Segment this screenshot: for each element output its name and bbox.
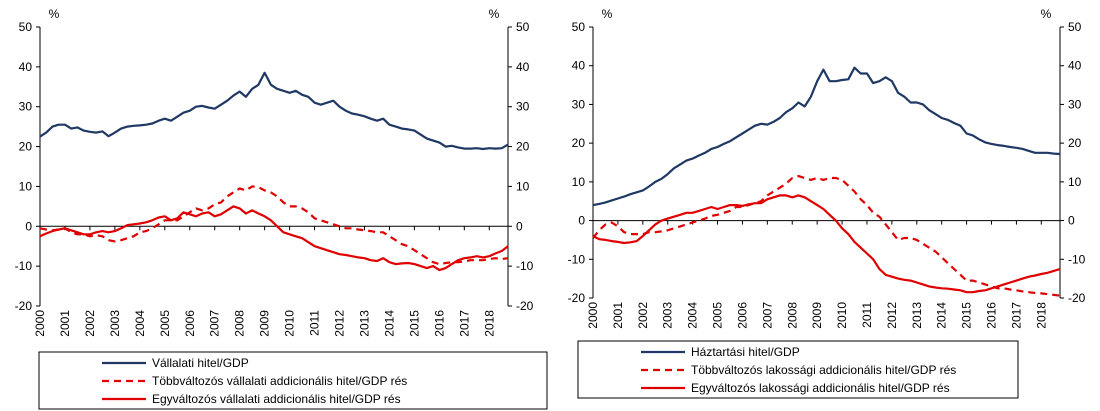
x-tick-label: 2010 [283, 310, 297, 337]
x-tick-label: 2012 [333, 310, 347, 337]
y-tick-label-left: 0 [578, 214, 585, 228]
y-tick-label-left: 20 [572, 136, 586, 150]
unit-label-left: % [602, 7, 613, 21]
y-tick-label-left: -10 [568, 252, 586, 266]
y-tick-label-right: 10 [1068, 175, 1082, 189]
chart-household: -20 -20 -10 -10 0 0 10 10 20 20 30 30 40 40 50 50% % 2000… [568, 7, 1086, 399]
x-tick-label: 2003 [108, 310, 122, 337]
x-tick-label: 2018 [1034, 302, 1048, 329]
x-tick-label: 2000 [33, 310, 47, 337]
y-tick-label-right: 20 [516, 140, 530, 154]
x-tick-label: 2012 [885, 302, 899, 329]
y-tick-label-right: 40 [1068, 59, 1082, 73]
series-line-1 [592, 66, 1061, 207]
x-tick-label: 2016 [985, 302, 999, 329]
x-tick-label: 2005 [158, 310, 172, 337]
series-line-1 [39, 71, 509, 151]
x-tick-label: 2007 [208, 310, 222, 337]
legend-label-1: Vállalati hitel/GDP [152, 356, 249, 370]
y-tick-label-right: 50 [516, 20, 530, 34]
unit-label-right: % [1041, 7, 1052, 21]
y-tick-label-left: 40 [19, 60, 33, 74]
x-tick-label: 2014 [382, 310, 396, 337]
x-tick-label: 2013 [910, 302, 924, 329]
y-tick-label-left: 30 [572, 97, 586, 111]
y-tick-label-right: 50 [1068, 20, 1082, 34]
y-tick-label-right: 0 [516, 219, 523, 233]
x-tick-label: 2008 [233, 310, 247, 337]
y-tick-label-left: -10 [15, 259, 33, 273]
y-tick-label-left: 50 [572, 20, 586, 34]
x-tick-label: 2009 [810, 302, 824, 329]
y-tick-label-right: -20 [516, 299, 534, 313]
x-tick-label: 2016 [432, 310, 446, 337]
x-tick-label: 2001 [58, 310, 72, 337]
y-tick-label-left: 0 [25, 219, 32, 233]
x-tick-label: 2017 [1009, 302, 1023, 329]
x-tick-label: 2005 [711, 302, 725, 329]
chart-corporate: -20 -20 -10 -10 0 0 10 10 20 20 30 30 40 40 50 50% % 2000… [15, 7, 548, 410]
series-line-2 [39, 185, 509, 266]
legend-label-2: Többváltozós lakossági addicionális hite… [691, 363, 956, 377]
x-tick-label: 2002 [636, 302, 650, 329]
x-tick-label: 2015 [407, 310, 421, 337]
y-tick-label-left: 20 [19, 140, 33, 154]
y-tick-label-right: 30 [516, 100, 530, 114]
y-tick-label-left: -20 [15, 299, 33, 313]
legend: Háztartási hitel/GDP Többváltozós lakossá… [577, 340, 1019, 399]
x-tick-label: 2011 [308, 310, 322, 336]
x-tick-label: 2008 [785, 302, 799, 329]
y-tick-label-left: 10 [572, 175, 586, 189]
series-line-2 [592, 175, 1061, 297]
x-tick-label: 2003 [661, 302, 675, 329]
x-tick-label: 2004 [686, 302, 700, 329]
y-tick-label-right: 0 [1068, 214, 1075, 228]
x-tick-label: 2000 [586, 302, 600, 329]
x-tick-label: 2014 [935, 302, 949, 329]
series-line-3 [39, 205, 509, 272]
y-tick-label-right: 40 [516, 60, 530, 74]
y-tick-label-left: 50 [19, 20, 33, 34]
y-tick-label-right: 30 [1068, 97, 1082, 111]
legend-label-2: Többváltozós vállalati addicionális hite… [152, 374, 407, 388]
x-tick-label: 2013 [357, 310, 371, 337]
y-tick-label-left: 10 [19, 179, 33, 193]
legend-label-3: Egyváltozós lakossági addicionális hitel… [691, 381, 950, 395]
unit-label-left: % [49, 7, 60, 21]
legend-label-3: Egyváltozós vállalati addicionális hitel… [152, 392, 401, 406]
legend: Vállalati hitel/GDP Többváltozós vállalat… [38, 351, 548, 410]
y-tick-label-right: 20 [1068, 136, 1082, 150]
x-tick-label: 2006 [183, 310, 197, 337]
series-line-3 [592, 194, 1061, 294]
x-tick-label: 2002 [83, 310, 97, 337]
x-tick-label: 2018 [482, 310, 496, 337]
x-tick-label: 2011 [860, 302, 874, 328]
x-tick-label: 2010 [835, 302, 849, 329]
y-tick-label-right: -10 [516, 259, 534, 273]
y-tick-label-right: 10 [516, 179, 530, 193]
x-tick-label: 2017 [457, 310, 471, 337]
x-tick-label: 2001 [611, 302, 625, 329]
y-tick-label-left: 40 [572, 59, 586, 73]
y-tick-label-left: -20 [568, 291, 586, 305]
y-tick-label-left: 30 [19, 100, 33, 114]
x-tick-label: 2009 [258, 310, 272, 337]
y-tick-label-right: -20 [1068, 291, 1086, 305]
x-tick-label: 2015 [960, 302, 974, 329]
legend-label-1: Háztartási hitel/GDP [691, 345, 800, 359]
x-tick-label: 2007 [760, 302, 774, 329]
x-tick-label: 2004 [133, 310, 147, 337]
unit-label-right: % [489, 7, 500, 21]
y-tick-label-right: -10 [1068, 252, 1086, 266]
x-tick-label: 2006 [735, 302, 749, 329]
